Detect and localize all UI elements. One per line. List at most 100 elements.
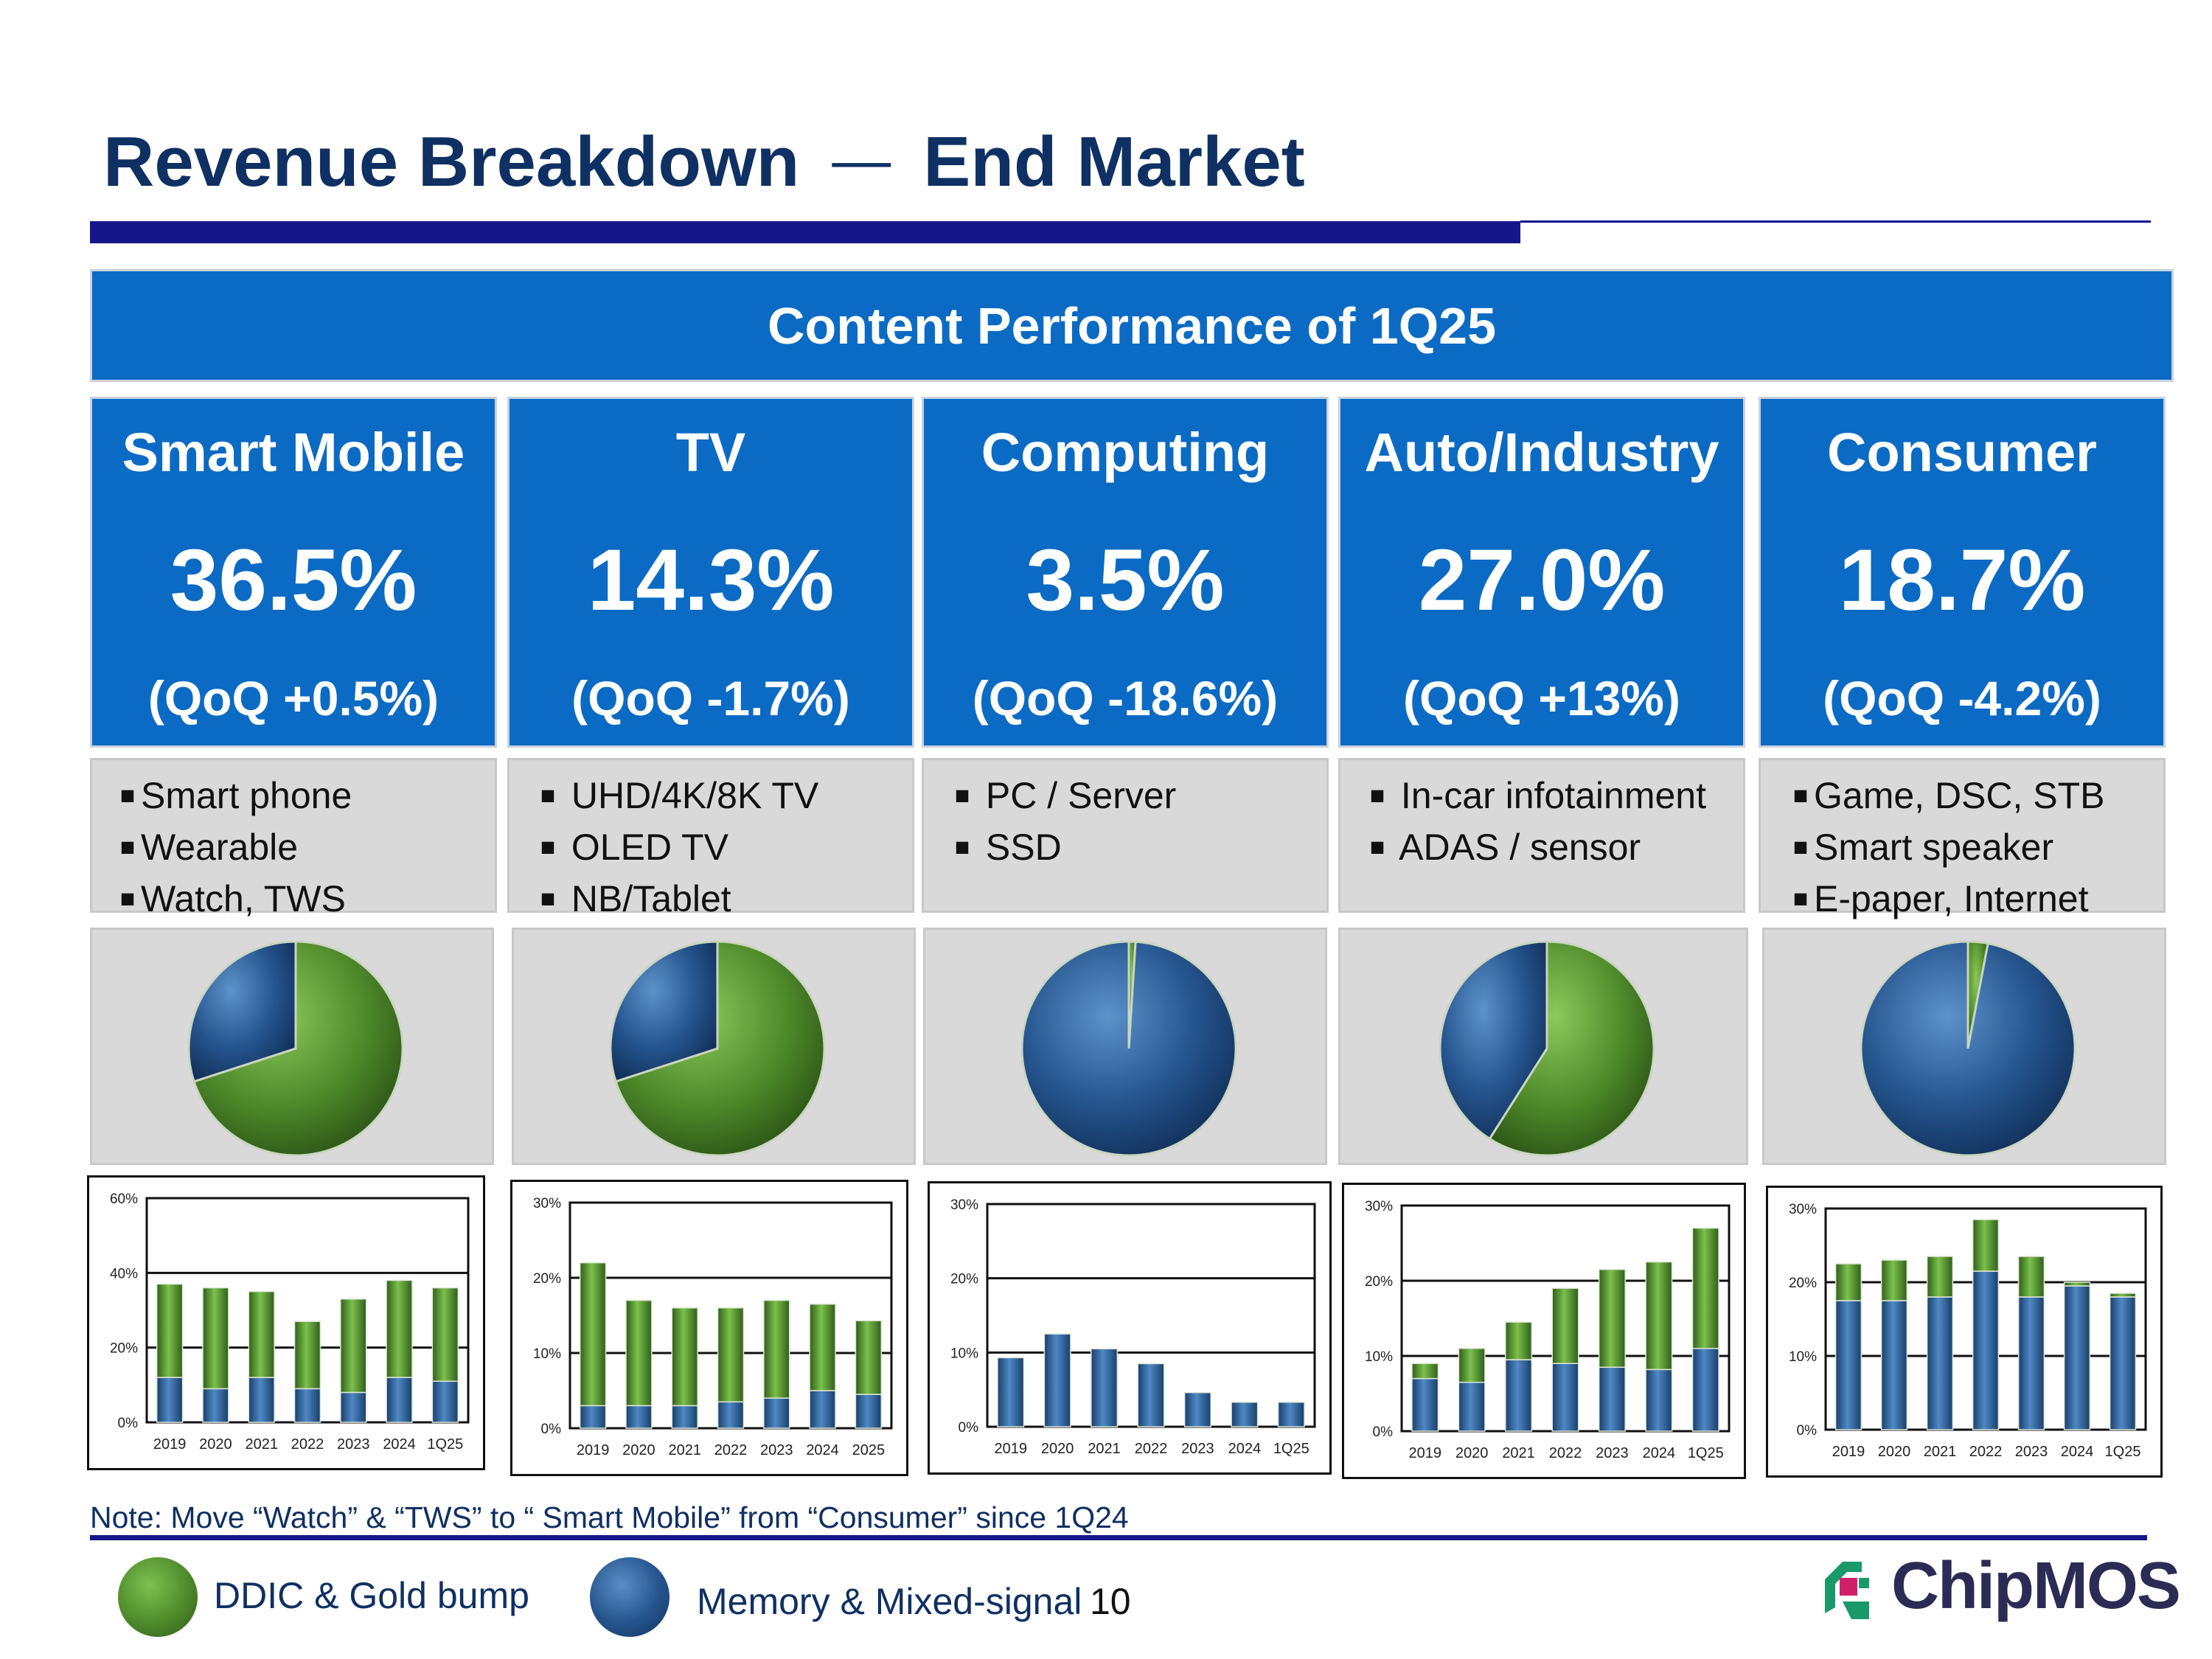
bullet-icon: ■: [1792, 833, 1809, 861]
segment-share: 18.7%: [1838, 532, 2086, 629]
y-tick-label: 10%: [950, 1346, 978, 1361]
list-item: ■ Smart phone: [114, 772, 495, 824]
x-tick-label: 2021: [1088, 1441, 1121, 1457]
bar-ddic: [1645, 1261, 1673, 1371]
bar-memory: [2109, 1296, 2137, 1430]
x-tick-label: 2020: [1455, 1445, 1489, 1461]
x-tick-label: 2020: [199, 1436, 232, 1453]
segment-share: 14.3%: [587, 532, 835, 629]
bullet-icon: ■: [954, 782, 970, 810]
list-item: ■ UHD/4K/8K TV: [535, 772, 912, 824]
list-item: ■ Game, DSC, STB: [1787, 772, 2163, 824]
pie-slice-memory: [609, 940, 719, 1083]
bullet-icon: ■: [954, 833, 970, 861]
bar-memory: [997, 1357, 1025, 1427]
bar-ddic: [2063, 1281, 2091, 1287]
app-list-auto-industry: ■ In-car infotainment ■ ADAS / sensor: [1338, 758, 1745, 913]
bar-memory: [431, 1380, 459, 1423]
header-rule-thick: [90, 221, 1520, 243]
bar-memory: [202, 1388, 229, 1423]
x-tick-label: 2024: [1643, 1445, 1676, 1461]
header-rule-thin: [1520, 220, 2151, 223]
bar-panel-computing: 0% 10% 20% 30% 2019 2020 2021 2022 2023 2024 1Q25: [928, 1181, 1332, 1475]
bar-chart-smart-mobile: 0% 20% 40% 60% 2019 2020 2021 2022 2023 2024 1Q25: [110, 1192, 470, 1453]
x-tick-label: 2021: [245, 1436, 278, 1453]
y-tick-label: 20%: [110, 1341, 138, 1357]
bullet-icon: ■: [540, 782, 556, 810]
bullet-icon: ■: [540, 885, 556, 913]
segment-name: TV: [675, 422, 746, 483]
segment-card-tv: TV 14.3% (QoQ -1.7%): [507, 397, 914, 748]
pie-chart-consumer: [1860, 940, 2076, 1157]
app-list-computing: ■ PC / Server ■ SSD: [922, 758, 1329, 913]
x-tick-label: 2022: [1969, 1444, 2003, 1460]
pie-chart-smart-mobile: [187, 940, 404, 1157]
segment-share: 36.5%: [170, 532, 417, 629]
bar-ddic: [293, 1321, 321, 1390]
bar-memory: [1277, 1402, 1305, 1427]
bar-ddic: [579, 1262, 607, 1407]
bar-ddic: [1411, 1363, 1439, 1380]
x-tick-label: 2022: [1549, 1445, 1582, 1461]
bar-ddic: [1458, 1348, 1486, 1383]
pie-panel-consumer: [1762, 928, 2166, 1165]
x-tick-label: 2019: [1408, 1445, 1441, 1461]
bar-ddic: [248, 1290, 275, 1378]
bar-memory: [1458, 1381, 1486, 1432]
bar-memory: [1834, 1300, 1863, 1430]
bar-memory: [671, 1405, 698, 1429]
list-item: ■ OLED TV: [535, 824, 912, 875]
x-tick-label: 2020: [1878, 1444, 1911, 1460]
chipmos-logo-text: ChipMOS: [1891, 1549, 2181, 1623]
bar-ddic: [1598, 1268, 1626, 1368]
x-tick-label: 2022: [291, 1436, 324, 1453]
y-tick-label: 20%: [533, 1271, 561, 1287]
y-tick-label: 60%: [110, 1192, 138, 1207]
segment-qoq: (QoQ +13%): [1403, 671, 1680, 726]
x-tick-label: 2021: [1502, 1445, 1535, 1461]
segment-qoq: (QoQ +0.5%): [147, 671, 439, 726]
legend-ddic-swatch: [118, 1557, 198, 1637]
x-tick-label: 2024: [383, 1436, 416, 1453]
bar-ddic: [1691, 1227, 1719, 1349]
bar-memory: [1691, 1348, 1719, 1432]
bar-ddic: [340, 1298, 367, 1394]
pie-chart-computing: [1020, 940, 1237, 1157]
bar-ddic: [1972, 1219, 2000, 1272]
pie-panel-computing: [923, 928, 1327, 1165]
bar-chart-auto-industry: 0% 10% 20% 30% 2019 2020 2021 2022 2023 2024 1Q25: [1365, 1199, 1731, 1461]
x-tick-label: 2019: [994, 1441, 1027, 1457]
bar-ddic: [763, 1299, 790, 1399]
bar-ddic: [855, 1320, 883, 1395]
list-item: ■ SSD: [949, 824, 1326, 875]
legend-memory-label: Memory & Mixed-signal: [697, 1581, 1082, 1622]
app-list-consumer: ■ Game, DSC, STB ■ Smart speaker ■ E-paper,…: [1759, 758, 2166, 919]
segment-qoq: (QoQ -1.7%): [571, 671, 850, 726]
page-title: Revenue Breakdown — End Market: [103, 122, 1305, 203]
pie-slice-ddic: [1488, 940, 1655, 1157]
bar-memory: [340, 1391, 367, 1423]
bar-ddic: [809, 1303, 836, 1391]
y-tick-label: 20%: [950, 1272, 978, 1287]
bar-memory: [1411, 1377, 1439, 1432]
bar-memory: [1505, 1359, 1533, 1432]
content-performance-banner: Content Performance of 1Q25: [90, 269, 2174, 382]
y-tick-label: 10%: [1789, 1349, 1817, 1365]
x-tick-label: 1Q25: [1688, 1445, 1724, 1461]
bar-memory: [2063, 1285, 2091, 1430]
y-tick-label: 30%: [950, 1197, 978, 1213]
pie-slice-memory: [1020, 940, 1237, 1157]
x-tick-label: 2023: [337, 1436, 370, 1453]
chipmos-logo: ChipMOS: [1810, 1548, 2181, 1630]
segment-card-computing: Computing 3.5% (QoQ -18.6%): [922, 397, 1329, 748]
y-tick-label: 0%: [1797, 1423, 1818, 1439]
bar-memory: [1043, 1333, 1071, 1427]
segment-name: Computing: [981, 422, 1270, 483]
list-item: ■ E-paper, Internet: [1787, 875, 2163, 927]
bar-memory: [579, 1405, 607, 1429]
bar-memory: [1972, 1270, 2000, 1430]
x-tick-label: 1Q25: [2105, 1444, 2141, 1460]
bar-ddic: [2017, 1256, 2045, 1298]
bar-memory: [1598, 1366, 1626, 1432]
y-tick-label: 30%: [533, 1196, 561, 1211]
